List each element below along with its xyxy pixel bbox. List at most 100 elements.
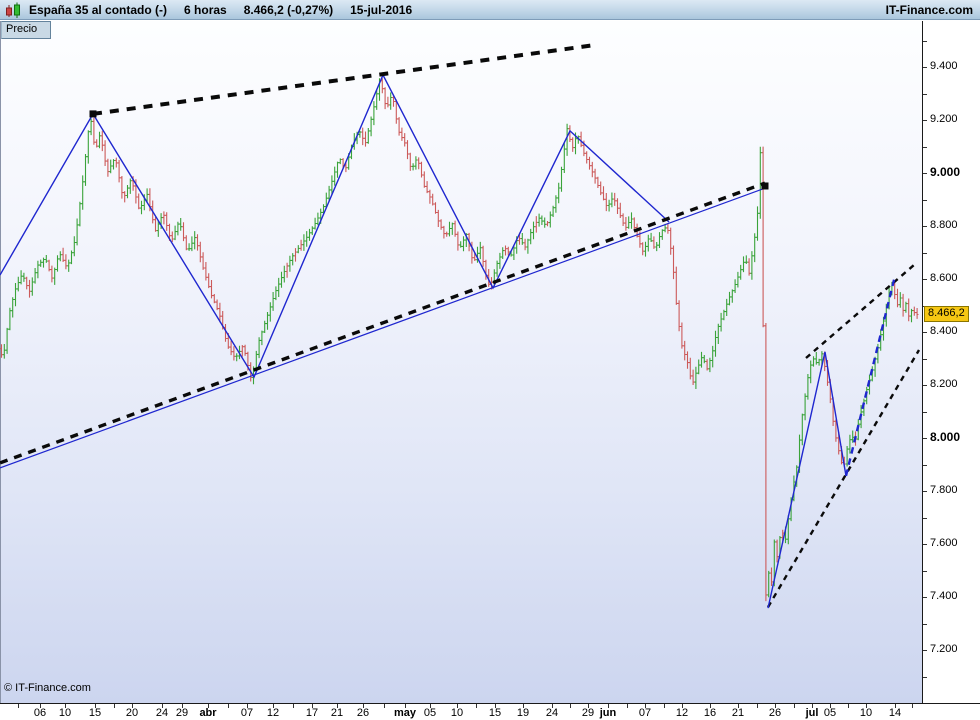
ohlc-bars-up	[2, 78, 913, 598]
zigzag-main[interactable]	[0, 73, 670, 379]
y-axis-tick	[923, 93, 927, 95]
x-axis-tick	[495, 704, 496, 708]
y-axis-label: 9.000	[930, 165, 961, 179]
x-axis-tick	[645, 704, 646, 708]
x-axis-label: 24	[545, 707, 559, 719]
y-axis-tick	[923, 491, 927, 492]
x-axis-tick	[65, 704, 66, 708]
y-axis-tick	[923, 676, 927, 678]
x-axis-label: 17	[305, 707, 319, 719]
y-axis-label: 7.800	[930, 484, 958, 496]
chart-header: España 35 al contado (-) 6 horas 8.466,2…	[0, 0, 980, 20]
drawing-handle[interactable]	[89, 110, 97, 118]
y-axis-tick	[923, 67, 927, 68]
x-axis-label: 10	[859, 707, 873, 719]
x-axis-tick	[227, 704, 229, 708]
y-axis-tick	[923, 252, 927, 254]
x-axis-tick	[775, 704, 776, 708]
y-axis-tick	[923, 385, 927, 386]
zigzag-right[interactable]	[767, 351, 847, 609]
brand-label: IT-Finance.com	[885, 2, 973, 17]
x-axis-tick	[682, 704, 683, 708]
time-axis[interactable]: 06 10 15 20 24 29 abr 07 12 17 21 26 may 05 10 15 19 24 29…	[0, 703, 980, 720]
copyright-text: © IT-Finance.com	[4, 682, 91, 694]
y-axis-label: 8.400	[930, 325, 958, 337]
y-axis-tick	[923, 597, 927, 598]
x-axis-tick	[812, 704, 813, 708]
x-axis-tick	[552, 704, 553, 708]
x-axis-label: 05	[823, 707, 837, 719]
price-chart-area[interactable]: Precio © IT-Finance.com	[0, 21, 922, 703]
x-axis-label: jun	[599, 707, 617, 719]
x-axis-tick	[384, 704, 385, 708]
y-axis-tick	[923, 120, 927, 121]
y-axis-tick	[923, 464, 927, 466]
x-axis-tick	[312, 704, 313, 708]
x-axis-tick	[113, 704, 115, 708]
x-axis-label: 06	[33, 707, 47, 719]
y-axis-tick	[923, 305, 927, 307]
x-axis-tick	[273, 704, 274, 708]
support-trendline-blue[interactable]	[0, 187, 766, 469]
x-axis-tick	[337, 704, 338, 708]
price-axis[interactable]: 8.466,2 9.400 9.200 9.000 8.800 8.600 8.400 8.…	[922, 21, 980, 703]
x-axis-tick	[132, 704, 133, 708]
y-axis-tick	[923, 358, 927, 360]
x-axis-tick	[430, 704, 431, 708]
x-axis-tick	[756, 704, 758, 708]
channel-upper-dashed[interactable]	[805, 264, 915, 359]
resistance-trendline-dashed[interactable]	[92, 43, 596, 116]
x-axis-label: 12	[675, 707, 689, 719]
channel-lower-dashed[interactable]	[766, 349, 921, 608]
x-axis-label: 19	[516, 707, 530, 719]
y-axis-label: 7.400	[930, 590, 958, 602]
timeframe-label: 6 horas	[184, 2, 227, 17]
y-axis-label: 7.600	[930, 537, 958, 549]
x-axis-tick	[18, 704, 19, 708]
instrument-title: España 35 al contado (-)	[29, 2, 168, 17]
x-axis-tick	[292, 704, 294, 708]
y-axis-tick	[923, 226, 927, 227]
y-axis-label: 8.000	[930, 430, 961, 444]
y-axis-label: 9.400	[930, 60, 958, 72]
drawing-handle[interactable]	[761, 182, 769, 190]
x-axis-tick	[523, 704, 524, 708]
x-axis-tick	[40, 704, 41, 708]
x-axis-tick	[848, 704, 849, 708]
y-axis-label: 7.200	[930, 643, 958, 655]
x-axis-label: 07	[638, 707, 652, 719]
y-axis-tick	[923, 199, 927, 201]
x-axis-label: 26	[768, 707, 782, 719]
x-axis-label: 21	[330, 707, 344, 719]
x-axis-tick	[208, 704, 209, 708]
x-axis-tick	[588, 704, 589, 708]
candlestick-icon	[6, 2, 20, 18]
x-axis-tick	[738, 704, 739, 708]
y-axis-tick	[923, 146, 927, 148]
x-axis-tick	[608, 704, 609, 708]
x-axis-label: 05	[423, 707, 437, 719]
x-axis-label: jul	[805, 707, 819, 719]
y-axis-tick	[923, 438, 927, 439]
y-axis-tick	[923, 517, 927, 519]
last-price-tag: 8.466,2	[924, 306, 969, 323]
y-axis-tick	[923, 332, 927, 333]
x-axis-label: 14	[888, 707, 902, 719]
x-axis-label: 16	[703, 707, 717, 719]
last-price-change: 8.466,2 (-0,27%)	[243, 2, 334, 17]
x-axis-label: 21	[731, 707, 745, 719]
x-axis-tick	[162, 704, 163, 708]
support-trendline-dashed[interactable]	[0, 181, 766, 465]
y-axis-label: 8.200	[930, 378, 958, 390]
y-axis-label: 8.600	[930, 272, 958, 284]
x-axis-label: abr	[199, 707, 217, 719]
x-axis-label: 12	[266, 707, 280, 719]
ohlc-bars-down	[0, 78, 919, 602]
x-axis-label: 10	[58, 707, 72, 719]
x-axis-tick	[626, 704, 628, 708]
y-axis-tick	[923, 173, 927, 174]
tab-precio[interactable]: Precio	[1, 21, 51, 39]
x-axis-tick	[866, 704, 867, 708]
projection-blue-dashed[interactable]	[844, 275, 897, 477]
